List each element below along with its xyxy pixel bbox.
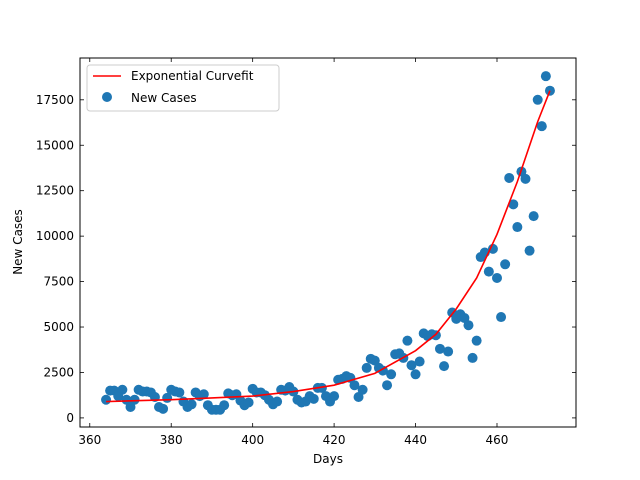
data-point: [496, 312, 507, 323]
data-point: [512, 222, 523, 233]
x-axis-title: Days: [313, 452, 343, 466]
data-point: [357, 384, 368, 395]
data-point: [186, 399, 197, 410]
data-point: [117, 384, 128, 395]
data-point: [174, 387, 185, 398]
legend: Exponential Curvefit New Cases: [86, 64, 280, 112]
data-point: [198, 389, 209, 400]
data-point: [349, 380, 360, 391]
legend-marker-swatch: [102, 92, 112, 102]
legend-label-curvefit: Exponential Curvefit: [131, 69, 254, 83]
data-point: [471, 335, 482, 346]
y-tick-label: 10000: [36, 229, 74, 243]
data-point: [467, 352, 478, 363]
data-point: [439, 361, 450, 372]
data-point: [540, 71, 551, 82]
data-point: [520, 173, 531, 184]
data-point: [243, 397, 254, 408]
data-point: [434, 343, 445, 354]
data-point: [369, 355, 380, 366]
y-tick-label: 5000: [43, 320, 74, 334]
data-point: [121, 394, 132, 405]
curvefit-line: [106, 90, 551, 403]
data-point: [308, 393, 319, 404]
x-tick-label: 420: [323, 433, 346, 447]
data-point: [508, 199, 519, 210]
data-point: [361, 362, 372, 373]
x-tick-label: 380: [160, 433, 183, 447]
y-tick-label: 12500: [36, 184, 74, 198]
y-axis: 0 2500 5000 7500 10000 12500 15000 17500: [36, 93, 576, 425]
data-point: [483, 266, 494, 277]
data-point: [402, 335, 413, 346]
x-tick-label: 400: [241, 433, 264, 447]
data-point: [536, 121, 547, 132]
data-point: [532, 94, 543, 105]
data-point: [101, 394, 112, 405]
data-point: [353, 392, 364, 403]
data-point: [463, 320, 474, 331]
legend-box: [86, 64, 280, 112]
series-layer: [101, 71, 555, 415]
y-tick-label: 2500: [43, 365, 74, 379]
data-point: [487, 243, 498, 254]
data-point: [125, 402, 136, 412]
y-tick-label: 17500: [36, 93, 74, 107]
data-point: [492, 272, 502, 283]
data-point: [528, 211, 539, 222]
data-point: [129, 394, 140, 405]
data-point: [329, 391, 340, 402]
data-point: [316, 382, 327, 393]
plot-frame: [79, 57, 577, 428]
x-axis: 360 380 400 420 440 460: [78, 58, 508, 447]
data-point: [410, 369, 421, 380]
data-point: [414, 356, 425, 367]
x-tick-label: 440: [404, 433, 427, 447]
data-point: [158, 403, 169, 414]
x-tick-label: 360: [78, 433, 101, 447]
y-tick-label: 0: [66, 411, 74, 425]
y-axis-title: New Cases: [11, 209, 25, 275]
y-tick-label: 15000: [36, 138, 74, 152]
legend-label-new-cases: New Cases: [131, 91, 197, 105]
data-point: [272, 396, 283, 407]
data-point: [504, 172, 515, 183]
data-point: [443, 346, 454, 357]
data-point: [459, 312, 470, 323]
x-tick-label: 460: [486, 433, 509, 447]
y-tick-label: 7500: [43, 275, 74, 289]
data-point: [219, 400, 230, 411]
data-point: [382, 380, 393, 391]
data-point: [386, 369, 397, 380]
data-point: [406, 360, 417, 371]
data-point: [524, 245, 535, 256]
data-point: [500, 259, 511, 270]
